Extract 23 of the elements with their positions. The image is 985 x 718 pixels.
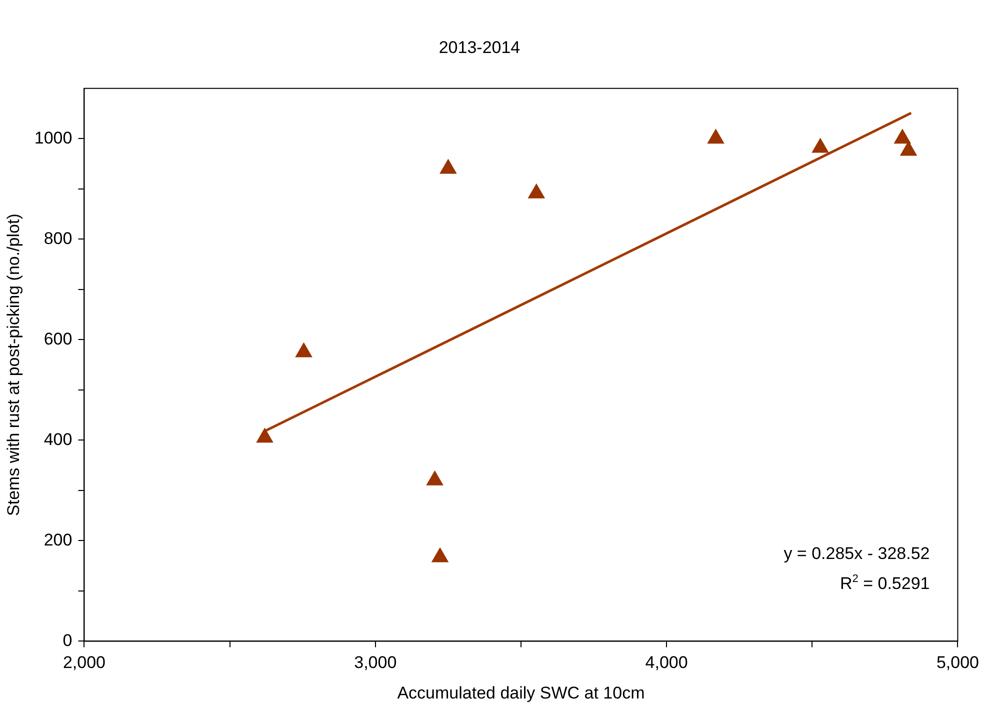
y-tick-label: 200 <box>44 530 72 550</box>
y-tick-label: 400 <box>44 430 72 449</box>
annotation: y = 0.285x - 328.52 <box>784 544 930 564</box>
point <box>256 428 274 443</box>
point <box>812 138 829 153</box>
point <box>894 129 911 144</box>
x-tick-label: 2,000 <box>62 653 106 672</box>
y-tick-label: 1000 <box>34 128 72 148</box>
chart-title: 2013-2014 <box>438 38 520 57</box>
point <box>707 129 724 144</box>
point <box>440 159 456 174</box>
y-tick-label: 600 <box>44 329 72 348</box>
x-tick-label: 4,000 <box>645 653 688 672</box>
point <box>295 342 312 358</box>
point <box>432 548 448 562</box>
point <box>426 470 444 486</box>
x-tick-label: 5,000 <box>936 653 980 672</box>
y-axis-title: Stems with rust at post-picking (no./plot) <box>4 214 23 516</box>
x-axis-title: Accumulated daily SWC at 10cm <box>397 683 645 702</box>
y-tick-label: 0 <box>62 630 72 650</box>
point <box>528 184 545 198</box>
y-tick-label: 800 <box>44 228 72 248</box>
x-tick-label: 3,000 <box>354 653 397 672</box>
